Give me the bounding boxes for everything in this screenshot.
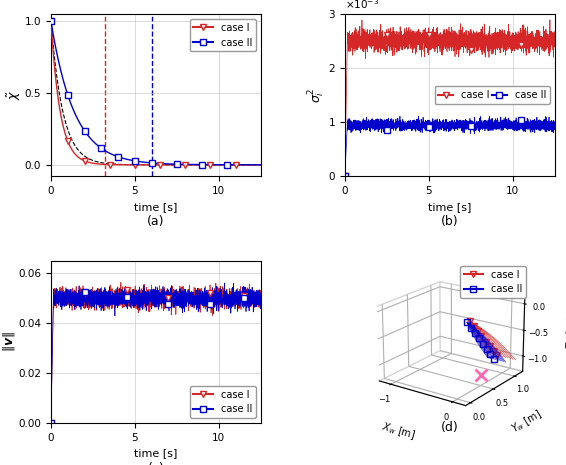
Legend: case I, case II: case I, case II <box>435 86 550 104</box>
Y-axis label: $\tilde{\chi}$: $\tilde{\chi}$ <box>6 90 23 100</box>
X-axis label: time [s]: time [s] <box>134 448 178 458</box>
Y-axis label: $\sigma_i^2$: $\sigma_i^2$ <box>307 87 327 103</box>
Text: (b): (b) <box>441 215 458 228</box>
X-axis label: time [s]: time [s] <box>428 202 471 212</box>
Text: (d): (d) <box>441 421 458 434</box>
X-axis label: time [s]: time [s] <box>134 202 178 212</box>
Legend: case I, case II: case I, case II <box>460 266 526 298</box>
X-axis label: $X_w$ [m]: $X_w$ [m] <box>380 420 417 443</box>
Legend: case I, case II: case I, case II <box>190 385 256 418</box>
Text: (a): (a) <box>147 215 165 228</box>
Legend: case I, case II: case I, case II <box>190 19 256 52</box>
Text: (c): (c) <box>148 462 164 465</box>
Y-axis label: $\|\boldsymbol{v}\|$: $\|\boldsymbol{v}\|$ <box>1 332 17 352</box>
Text: $\times10^{-3}$: $\times10^{-3}$ <box>345 0 379 11</box>
Y-axis label: $Y_w$ [m]: $Y_w$ [m] <box>508 407 544 436</box>
